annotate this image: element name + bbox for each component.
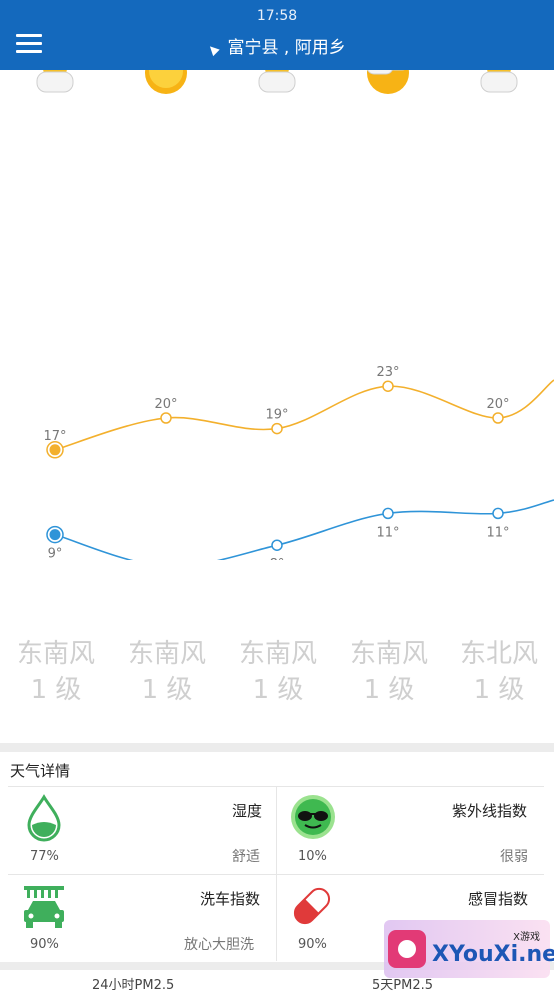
partly-cloudy-icon xyxy=(36,70,74,93)
temperature-line xyxy=(54,379,554,451)
humidity-desc: 舒适 xyxy=(232,849,260,865)
pill-icon xyxy=(293,887,331,925)
sun-behind-cloud-icon xyxy=(367,70,409,94)
weather-icons-row xyxy=(0,70,554,98)
gamepad-logo-icon xyxy=(388,930,426,968)
wind-direction: 东南风 xyxy=(16,639,95,669)
menu-icon-line xyxy=(16,50,42,53)
wind-direction: 东北风 xyxy=(459,639,538,669)
car-wash-title: 洗车指数 xyxy=(200,890,261,908)
temperature-label: 17° xyxy=(43,429,66,444)
temperature-point xyxy=(160,412,172,424)
temperature-point xyxy=(492,412,504,424)
car-wash-value: 90% xyxy=(30,937,59,952)
uv-desc: 很弱 xyxy=(500,849,528,865)
humidity-title: 湿度 xyxy=(232,802,263,820)
partly-cloudy-icon xyxy=(480,70,518,93)
divider xyxy=(8,786,544,787)
wind-level: 1 级 xyxy=(473,675,525,705)
humidity-drop-icon xyxy=(27,794,61,842)
menu-button[interactable] xyxy=(16,34,42,54)
menu-icon-line xyxy=(16,42,42,45)
wind-forecast-3: 东南风 1 级 xyxy=(223,636,333,708)
temperature-label: 11° xyxy=(376,525,399,540)
temperature-label: 20° xyxy=(154,397,177,412)
watermark-text: XYouXi.net xyxy=(432,942,554,967)
divider xyxy=(276,787,277,961)
wind-forecast-4: 东南风 1 级 xyxy=(334,636,444,708)
menu-icon-line xyxy=(16,34,42,37)
app-header: 17:58 ▲ 富宁县 , 阿用乡 xyxy=(0,0,554,70)
wind-forecast-2: 东南风 1 级 xyxy=(112,636,222,708)
watermark: XYouXi.net X游戏 xyxy=(384,920,554,978)
temperature-label: 11° xyxy=(486,525,509,540)
watermark-small-text: X游戏 xyxy=(513,932,540,943)
temperature-label: 9° xyxy=(48,547,63,560)
temperature-chart: 17°20°19°23°20°9°6°8°11°11° xyxy=(43,365,554,560)
temperature-label: 20° xyxy=(486,397,509,412)
status-time: 17:58 xyxy=(256,8,298,24)
location-name: 富宁县 , 阿用乡 xyxy=(227,38,346,58)
sunny-icon xyxy=(145,70,187,94)
temperature-label: 23° xyxy=(376,365,399,380)
wind-level: 1 级 xyxy=(363,675,415,705)
temperature-point xyxy=(49,444,61,456)
humidity-value: 77% xyxy=(30,849,59,864)
partly-cloudy-icon xyxy=(258,70,296,93)
section-separator xyxy=(0,962,554,970)
temperature-label: 8° xyxy=(270,557,285,560)
uv-title: 紫外线指数 xyxy=(452,802,528,820)
temperature-point xyxy=(492,507,504,520)
section-separator xyxy=(0,743,554,752)
temperature-point xyxy=(382,380,394,392)
temperature-point xyxy=(49,529,61,541)
cold-value: 90% xyxy=(298,937,327,952)
cold-title: 感冒指数 xyxy=(468,890,529,908)
location-arrow-icon: ▲ xyxy=(204,40,222,58)
location-selector[interactable]: ▲ 富宁县 , 阿用乡 xyxy=(0,33,554,58)
temperature-label: 19° xyxy=(265,408,288,423)
temperature-point xyxy=(382,507,394,520)
car-wash-icon xyxy=(24,886,64,928)
temperature-point xyxy=(271,422,283,435)
wind-direction: 东南风 xyxy=(238,639,317,669)
temperature-line xyxy=(54,499,554,560)
wind-level: 1 级 xyxy=(30,675,82,705)
wind-forecast-1: 东南风 1 级 xyxy=(1,636,111,708)
temperature-point xyxy=(271,539,283,551)
car-wash-desc: 放心大胆洗 xyxy=(184,937,254,953)
wind-level: 1 级 xyxy=(252,675,304,705)
uv-sunglasses-icon xyxy=(291,795,335,839)
pm25-24h-label: 24小时PM2.5 xyxy=(92,978,175,993)
details-title: 天气详情 xyxy=(10,762,71,780)
wind-forecast-5: 东北风 1 级 xyxy=(444,636,554,708)
uv-value: 10% xyxy=(298,849,327,864)
wind-direction: 东南风 xyxy=(127,639,206,669)
wind-direction: 东南风 xyxy=(349,639,428,669)
wind-level: 1 级 xyxy=(141,675,193,705)
